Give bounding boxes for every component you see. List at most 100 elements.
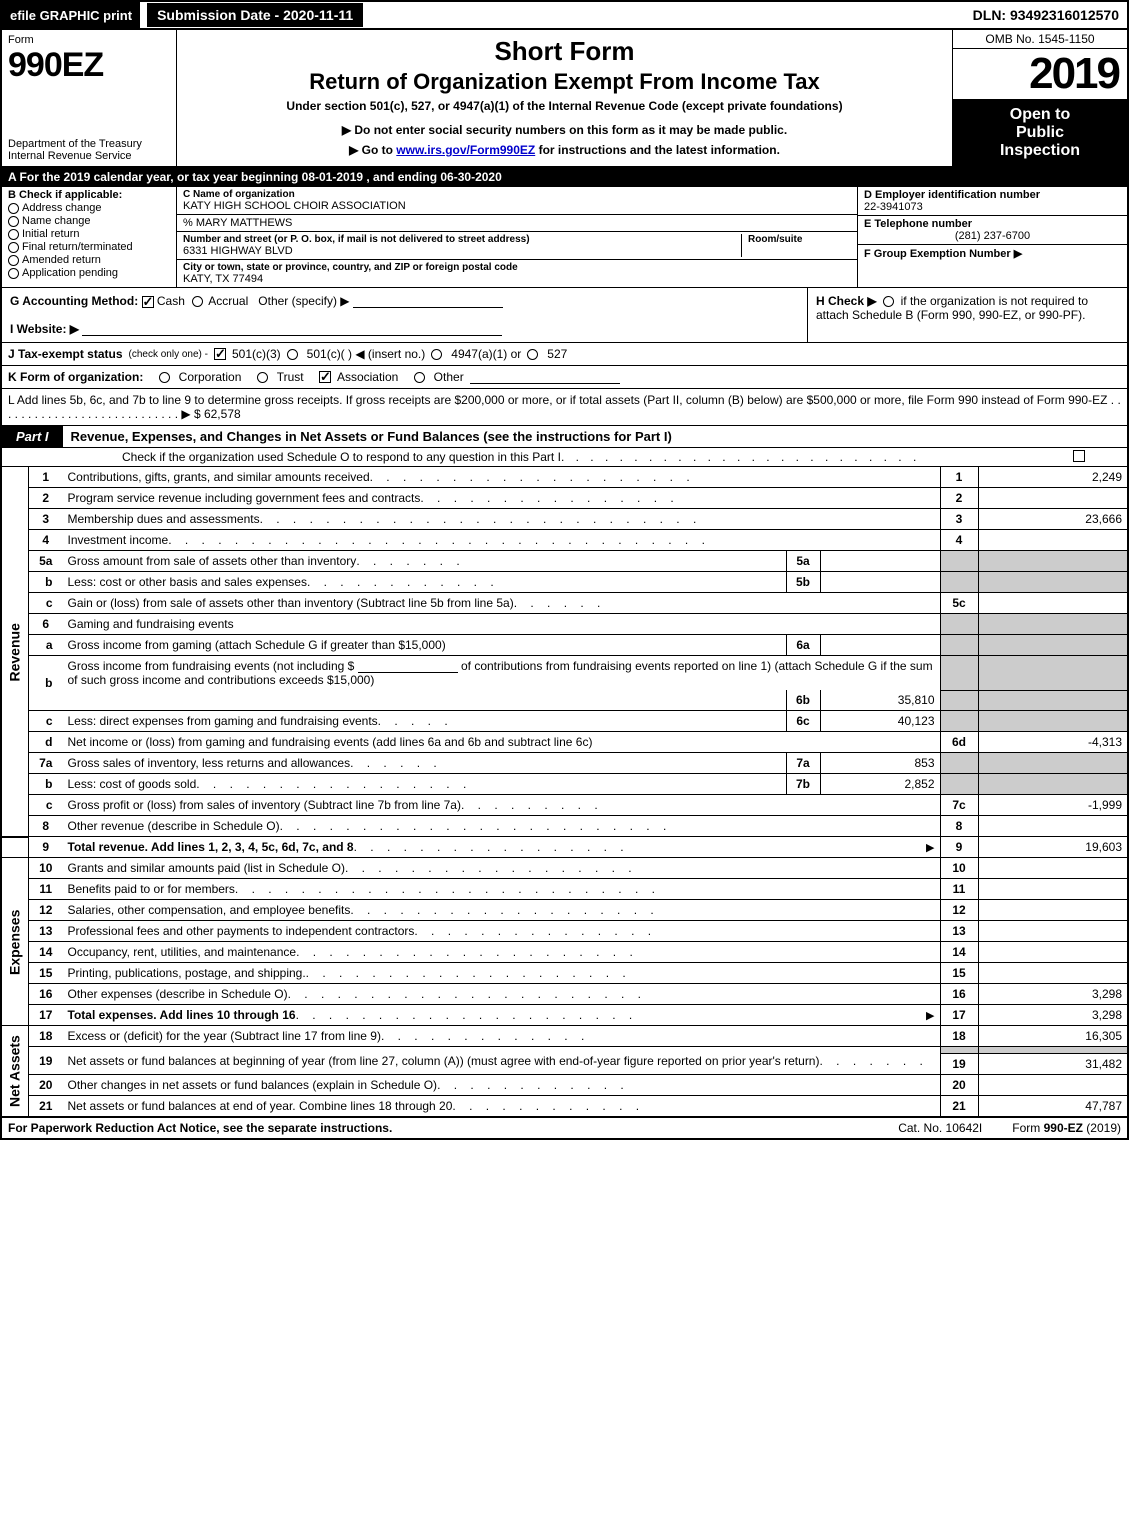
l6c-amt-shade xyxy=(978,711,1128,732)
dept-treasury: Department of the Treasury xyxy=(8,138,170,150)
l3-col: 3 xyxy=(940,509,978,530)
l3-amt: 23,666 xyxy=(978,509,1128,530)
l6c-desc-text: Less: direct expenses from gaming and fu… xyxy=(68,714,378,728)
l12-col: 12 xyxy=(940,900,978,921)
chk-amended-return[interactable]: Amended return xyxy=(8,254,170,266)
k-label: K Form of organization: xyxy=(8,370,143,384)
l5b-desc-text: Less: cost or other basis and sales expe… xyxy=(68,575,307,589)
chk-527[interactable] xyxy=(527,349,538,360)
l6a-desc: Gross income from gaming (attach Schedul… xyxy=(63,635,787,656)
l7b-inner: 7b xyxy=(786,774,820,795)
l7a-amt-shade xyxy=(978,753,1128,774)
l15-desc-text: Printing, publications, postage, and shi… xyxy=(68,966,306,980)
org-name: KATY HIGH SCHOOL CHOIR ASSOCIATION xyxy=(183,200,851,212)
chk-cash[interactable] xyxy=(142,296,154,308)
l7a-desc: Gross sales of inventory, less returns a… xyxy=(63,753,787,774)
l12-num: 12 xyxy=(29,900,63,921)
k-other-input[interactable] xyxy=(470,370,620,384)
l21-desc: Net assets or fund balances at end of ye… xyxy=(63,1096,941,1117)
l3-num: 3 xyxy=(29,509,63,530)
l9-desc: Total revenue. Add lines 1, 2, 3, 4, 5c,… xyxy=(63,837,941,858)
city-label: City or town, state or province, country… xyxy=(183,262,851,273)
f-label: F Group Exemption Number ▶ xyxy=(864,247,1121,260)
l21-col: 21 xyxy=(940,1096,978,1117)
l17-num: 17 xyxy=(29,1005,63,1026)
side-revenue: Revenue xyxy=(1,467,29,837)
j-o3: 4947(a)(1) or xyxy=(451,347,521,361)
l13-desc-text: Professional fees and other payments to … xyxy=(68,924,415,938)
l6a-amt-shade xyxy=(978,635,1128,656)
omb-number: OMB No. 1545-1150 xyxy=(953,30,1127,49)
l6a-inner: 6a xyxy=(786,635,820,656)
l7b-desc-text: Less: cost of goods sold xyxy=(68,777,197,791)
l5b-amt-shade xyxy=(978,572,1128,593)
chk-final-return[interactable]: Final return/terminated xyxy=(8,241,170,253)
l10-desc-text: Grants and similar amounts paid (list in… xyxy=(68,861,345,875)
other-specify-input[interactable] xyxy=(353,294,503,308)
j-small: (check only one) - xyxy=(129,349,208,360)
part-1-tab: Part I xyxy=(2,426,63,447)
l4-desc-text: Investment income xyxy=(68,533,169,547)
chk-other-org[interactable] xyxy=(414,372,425,383)
j-o2: 501(c)( ) ◀ (insert no.) xyxy=(307,347,426,361)
l11-col: 11 xyxy=(940,879,978,900)
l2-amt xyxy=(978,488,1128,509)
l14-desc: Occupancy, rent, utilities, and maintena… xyxy=(63,942,941,963)
section-c: C Name of organization KATY HIGH SCHOOL … xyxy=(177,187,857,287)
chk-final-return-label: Final return/terminated xyxy=(22,241,133,253)
efile-print-button[interactable]: efile GRAPHIC print xyxy=(2,2,140,28)
chk-accrual[interactable] xyxy=(192,296,203,307)
part-1-table: Revenue 1 Contributions, gifts, grants, … xyxy=(0,467,1129,1117)
l7a-desc-text: Gross sales of inventory, less returns a… xyxy=(68,756,351,770)
l4-amt xyxy=(978,530,1128,551)
chk-h[interactable] xyxy=(883,296,894,307)
b-label: B Check if applicable: xyxy=(8,189,170,201)
part-1-sub-checkbox[interactable] xyxy=(1073,450,1085,462)
l7b-col-shade xyxy=(940,774,978,795)
side-revenue-end xyxy=(1,837,29,858)
l15-amt xyxy=(978,963,1128,984)
chk-501c[interactable] xyxy=(287,349,298,360)
street-label: Number and street (or P. O. box, if mail… xyxy=(183,234,741,245)
l13-amt xyxy=(978,921,1128,942)
website-input[interactable] xyxy=(82,322,502,336)
l19-desc-text: Net assets or fund balances at beginning… xyxy=(68,1054,820,1068)
chk-name-change[interactable]: Name change xyxy=(8,215,170,227)
l9-col: 9 xyxy=(940,837,978,858)
goto-note: ▶ Go to www.irs.gov/Form990EZ for instru… xyxy=(185,143,944,157)
chk-trust[interactable] xyxy=(257,372,268,383)
l1-col: 1 xyxy=(940,467,978,488)
l15-num: 15 xyxy=(29,963,63,984)
goto-post: for instructions and the latest informat… xyxy=(535,143,780,157)
l6b-amount-input[interactable] xyxy=(358,659,458,673)
l-text: L Add lines 5b, 6c, and 7b to line 9 to … xyxy=(8,393,1107,407)
l6c-inner-amt: 40,123 xyxy=(820,711,940,732)
chk-application-pending[interactable]: Application pending xyxy=(8,267,170,279)
chk-4947[interactable] xyxy=(431,349,442,360)
chk-corp[interactable] xyxy=(159,372,170,383)
chk-initial-return[interactable]: Initial return xyxy=(8,228,170,240)
l5b-col-shade xyxy=(940,572,978,593)
l1-desc: Contributions, gifts, grants, and simila… xyxy=(63,467,941,488)
l2-desc-text: Program service revenue including govern… xyxy=(68,491,421,505)
chk-501c3[interactable] xyxy=(214,348,226,360)
l7b-num: b xyxy=(29,774,63,795)
side-netassets: Net Assets xyxy=(1,1026,29,1117)
row-j-wrapper: J Tax-exempt status (check only one) - 5… xyxy=(0,343,1129,426)
part-1-sub-text: Check if the organization used Schedule … xyxy=(122,450,561,464)
chk-address-change[interactable]: Address change xyxy=(8,202,170,214)
irs-link[interactable]: www.irs.gov/Form990EZ xyxy=(396,143,535,157)
return-title: Return of Organization Exempt From Incom… xyxy=(185,69,944,95)
l6b-desc1: Gross income from fundraising events (no… xyxy=(63,656,941,691)
side-expenses: Expenses xyxy=(1,858,29,1026)
l6b-desc-pre: Gross income from fundraising events (no… xyxy=(68,659,358,673)
tax-year: 2019 xyxy=(953,49,1127,100)
chk-assoc[interactable] xyxy=(319,371,331,383)
l2-col: 2 xyxy=(940,488,978,509)
l11-amt xyxy=(978,879,1128,900)
l13-col: 13 xyxy=(940,921,978,942)
l20-desc: Other changes in net assets or fund bala… xyxy=(63,1075,941,1096)
l16-num: 16 xyxy=(29,984,63,1005)
open1: Open to xyxy=(957,106,1123,124)
submission-date-button[interactable]: Submission Date - 2020-11-11 xyxy=(146,2,364,28)
